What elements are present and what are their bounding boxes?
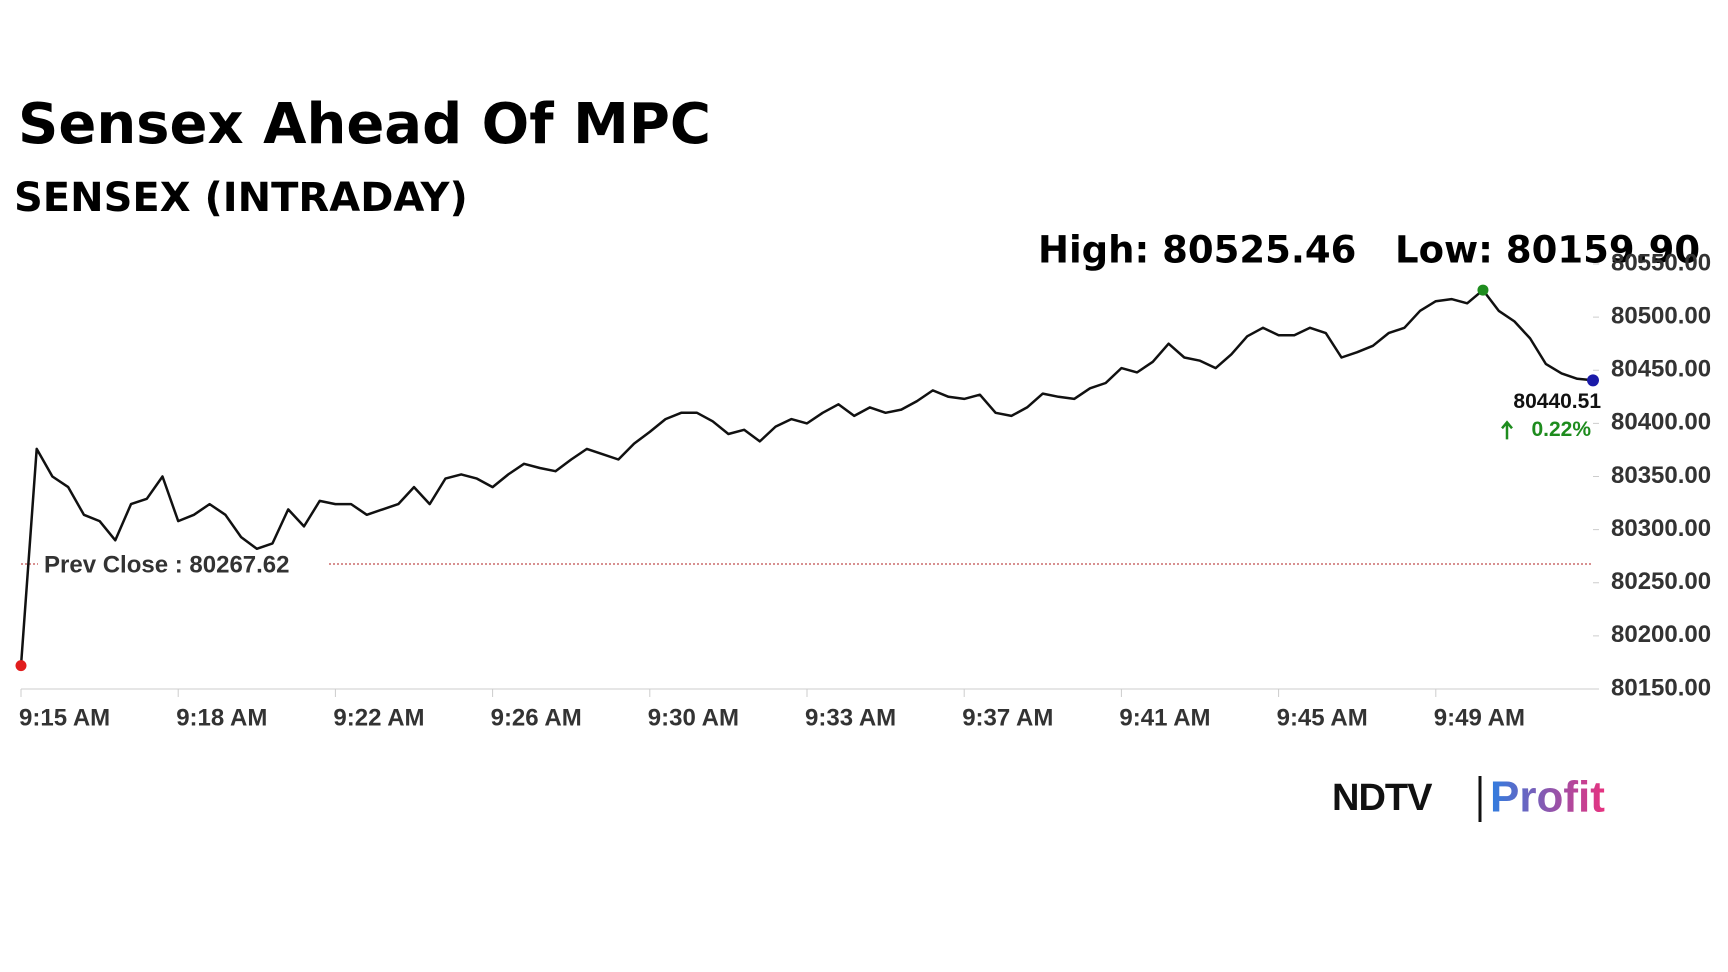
y-tick-label: 80300.00 <box>1611 515 1711 542</box>
y-tick-label: 80250.00 <box>1611 568 1711 595</box>
x-tick-label: 9:22 AM <box>333 704 424 731</box>
prev-close-bg <box>38 548 328 581</box>
change-label: 0.22% <box>1531 418 1591 441</box>
prev-close-label: Prev Close : 80267.62 <box>44 551 290 578</box>
y-tick-label: 80150.00 <box>1611 674 1711 701</box>
x-tick-label: 9:41 AM <box>1119 704 1210 731</box>
chart-subtitle: SENSEX (INTRADAY) <box>14 175 468 221</box>
low-label: Low: 80159.90 <box>1395 229 1700 272</box>
price-line <box>19 288 1594 666</box>
plot: 80150.00 80200.00 80250.00 80300.00 80350.00… <box>15 249 1711 731</box>
x-tick-label: 9:15 AM <box>19 704 110 731</box>
y-tick-label: 80500.00 <box>1611 302 1711 329</box>
high-label: High: 80525.46 <box>1038 229 1356 272</box>
x-tick-label: 9:33 AM <box>805 704 896 731</box>
x-tick-label: 9:30 AM <box>648 704 739 731</box>
x-tick-label: 9:49 AM <box>1434 704 1525 731</box>
y-tick-label: 80400.00 <box>1611 409 1711 436</box>
last-value-label: 80440.51 <box>1513 390 1601 413</box>
logo-profit: Profit <box>1490 773 1605 822</box>
x-tick-label: 9:18 AM <box>176 704 267 731</box>
high-dot <box>1477 284 1489 296</box>
y-tick-label: 80350.00 <box>1611 462 1711 489</box>
change-arrow <box>1501 420 1513 440</box>
x-tick-label: 9:26 AM <box>491 704 582 731</box>
last-dot <box>1587 374 1599 387</box>
logo-ndtv: NDTV <box>1332 777 1433 819</box>
y-tick-label: 80450.00 <box>1611 356 1711 383</box>
start-dot <box>15 660 27 672</box>
y-tick-label: 80200.00 <box>1611 621 1711 648</box>
x-tick-label: 9:45 AM <box>1277 704 1368 731</box>
x-tick-label: 9:37 AM <box>962 704 1053 731</box>
y-tick-label: 80550.00 <box>1611 249 1711 276</box>
chart-title: Sensex Ahead Of MPC <box>18 92 711 157</box>
